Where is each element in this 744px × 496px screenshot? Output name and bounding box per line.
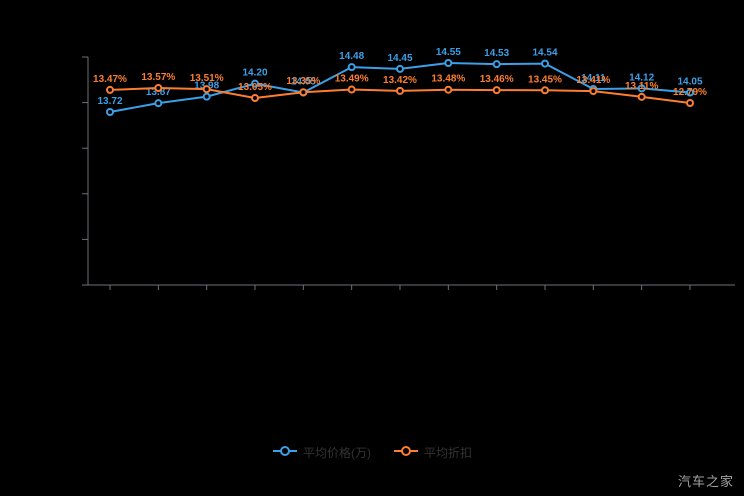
data-point-marker[interactable] <box>251 94 259 102</box>
data-point-label: 14.45 <box>387 53 412 64</box>
data-point-label: 14.20 <box>242 68 267 79</box>
data-point-label: 13.35% <box>286 76 320 87</box>
data-point-marker[interactable] <box>637 84 646 93</box>
data-point-label: 13.48% <box>431 74 465 85</box>
data-point-marker[interactable] <box>492 60 501 69</box>
data-point-label: 13.49% <box>335 74 369 85</box>
data-point-marker[interactable] <box>541 59 549 68</box>
data-point-marker[interactable] <box>106 85 114 94</box>
data-point-marker[interactable] <box>347 85 356 94</box>
legend-label: 平均折扣 <box>423 446 472 460</box>
data-point-label: 14.12 <box>629 72 654 83</box>
data-point-label: 14.48 <box>339 51 364 62</box>
data-point-label: 13.47% <box>93 74 127 85</box>
legend-item-average-price[interactable]: 平均价格(万) <box>272 444 371 462</box>
data-point-marker[interactable] <box>251 79 259 88</box>
data-point-label: 14.54 <box>532 48 557 59</box>
data-point-marker[interactable] <box>492 86 501 95</box>
data-point-marker[interactable] <box>202 85 211 94</box>
line-series-icon <box>393 444 419 462</box>
data-point-marker[interactable] <box>686 88 694 97</box>
data-point-label: 13.46% <box>480 74 514 85</box>
data-point-label: 13.87 <box>146 87 171 98</box>
data-point-marker[interactable] <box>444 85 453 94</box>
data-point-label: 14.05 <box>291 77 316 88</box>
data-point-label: 14.55 <box>436 47 461 58</box>
data-point-marker[interactable] <box>396 86 404 95</box>
data-point-label: 13.45% <box>528 74 562 85</box>
data-point-marker[interactable] <box>299 88 308 97</box>
data-point-marker[interactable] <box>106 108 114 116</box>
data-point-marker[interactable] <box>686 99 694 107</box>
data-point-label: 13.05% <box>238 82 272 93</box>
line-series-icon <box>272 444 298 462</box>
data-point-label: 13.42% <box>383 75 417 86</box>
data-point-label: 13.57% <box>141 72 175 83</box>
chart-legend: 平均价格(万) 平均折扣 <box>0 444 744 462</box>
data-point-marker[interactable] <box>589 87 598 96</box>
data-point-label: 14.11 <box>581 73 606 84</box>
data-point-label: 13.11% <box>625 81 658 92</box>
data-point-label: 13.41% <box>576 75 610 86</box>
data-point-label: 12.79% <box>673 87 707 98</box>
data-point-label: 13.51% <box>190 73 224 84</box>
data-point-marker[interactable] <box>637 92 646 101</box>
data-point-label: 14.53 <box>484 48 509 59</box>
data-point-marker[interactable] <box>444 59 453 67</box>
data-point-marker[interactable] <box>154 84 163 92</box>
legend-item-average-discount[interactable]: 平均折扣 <box>393 444 472 462</box>
data-point-label: 14.05 <box>677 77 702 88</box>
autohome-watermark: 汽车之家 <box>677 474 734 489</box>
data-point-marker[interactable] <box>154 99 163 108</box>
data-point-marker[interactable] <box>541 86 549 95</box>
data-point-marker[interactable] <box>396 64 404 73</box>
legend-label: 平均价格(万) <box>302 446 371 460</box>
data-point-label: 13.72 <box>97 96 122 107</box>
data-point-marker[interactable] <box>202 92 211 101</box>
data-point-marker[interactable] <box>347 63 356 72</box>
